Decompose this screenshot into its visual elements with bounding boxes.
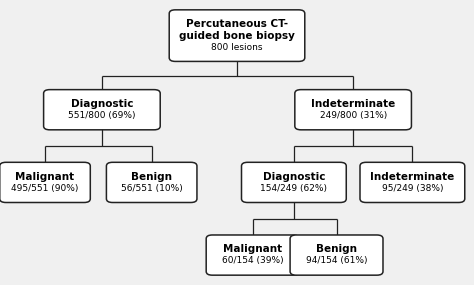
FancyBboxPatch shape <box>295 89 411 130</box>
Text: 800 lesions: 800 lesions <box>211 42 263 52</box>
Text: Diagnostic: Diagnostic <box>263 172 325 182</box>
FancyBboxPatch shape <box>360 162 465 202</box>
FancyBboxPatch shape <box>241 162 346 202</box>
Text: Indeterminate: Indeterminate <box>370 172 455 182</box>
FancyBboxPatch shape <box>290 235 383 275</box>
Text: Benign: Benign <box>316 244 357 255</box>
FancyBboxPatch shape <box>206 235 299 275</box>
FancyBboxPatch shape <box>0 162 90 202</box>
Text: Indeterminate: Indeterminate <box>311 99 395 109</box>
Text: 551/800 (69%): 551/800 (69%) <box>68 111 136 120</box>
Text: 56/551 (10%): 56/551 (10%) <box>121 184 182 193</box>
Text: guided bone biopsy: guided bone biopsy <box>179 30 295 41</box>
Text: 95/249 (38%): 95/249 (38%) <box>382 184 443 193</box>
Text: Malignant: Malignant <box>16 172 74 182</box>
FancyBboxPatch shape <box>44 89 160 130</box>
Text: 495/551 (90%): 495/551 (90%) <box>11 184 79 193</box>
Text: Malignant: Malignant <box>223 244 282 255</box>
Text: Benign: Benign <box>131 172 172 182</box>
Text: 60/154 (39%): 60/154 (39%) <box>222 256 283 265</box>
Text: 154/249 (62%): 154/249 (62%) <box>260 184 328 193</box>
Text: 94/154 (61%): 94/154 (61%) <box>306 256 367 265</box>
FancyBboxPatch shape <box>106 162 197 202</box>
FancyBboxPatch shape <box>169 10 305 62</box>
Text: Diagnostic: Diagnostic <box>71 99 133 109</box>
Text: Percutaneous CT-: Percutaneous CT- <box>186 19 288 29</box>
Text: 249/800 (31%): 249/800 (31%) <box>319 111 387 120</box>
